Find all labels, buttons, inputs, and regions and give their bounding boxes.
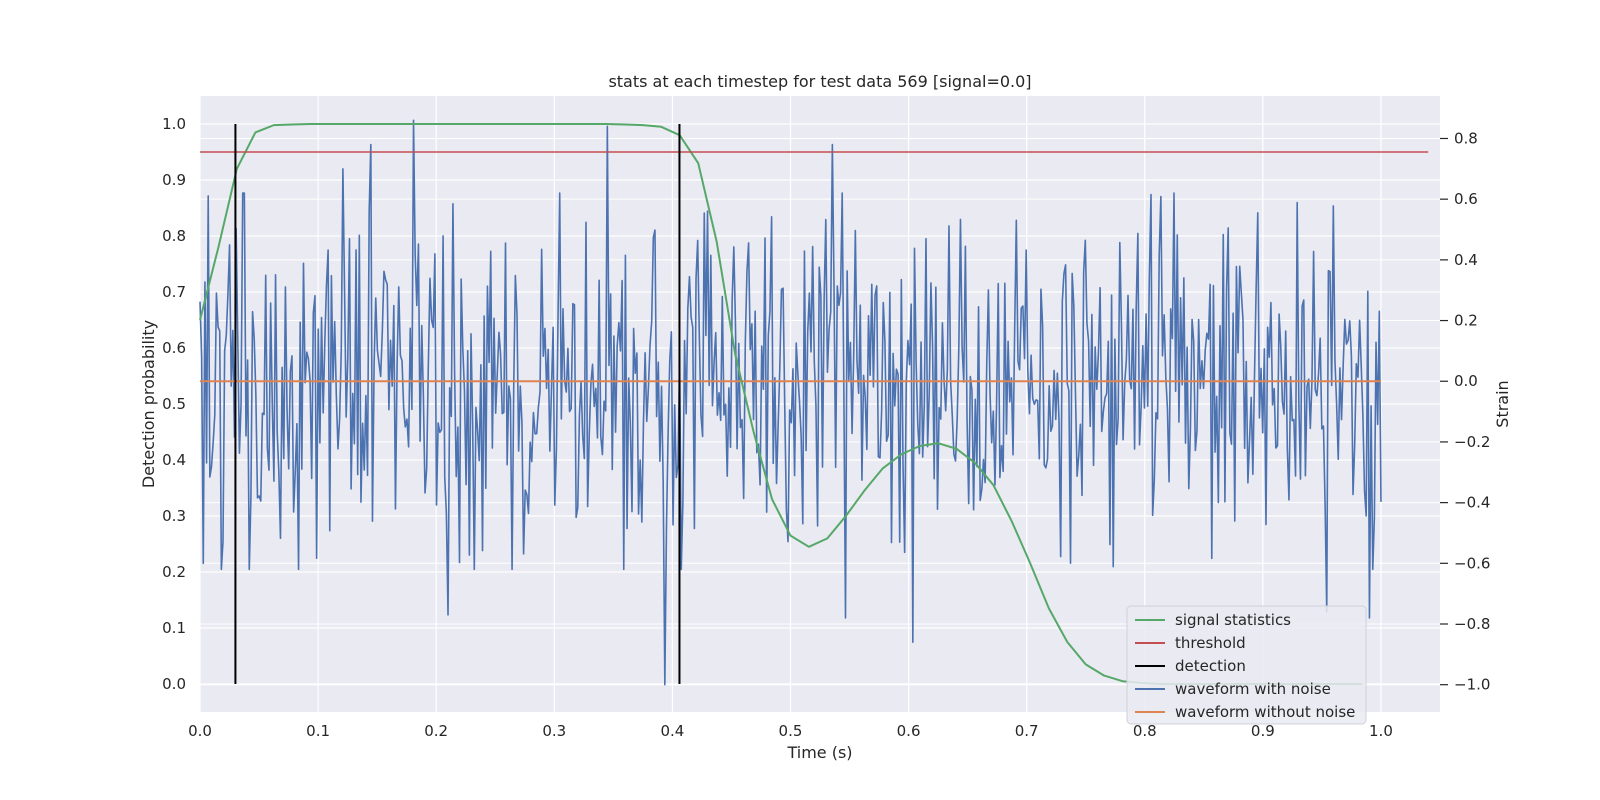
chart-title: stats at each timestep for test data 569…	[608, 72, 1031, 91]
y2-tick-label: −0.4	[1454, 494, 1490, 512]
y2-tick-label: −0.8	[1454, 615, 1490, 633]
y-tick-label: 0.5	[162, 395, 186, 413]
legend: signal statistics threshold detection wavef…	[1126, 605, 1367, 725]
legend-label-signal-statistics: signal statistics	[1175, 611, 1291, 629]
x-tick-label: 0.7	[1015, 722, 1039, 740]
y-tick-label: 0.1	[162, 619, 186, 637]
y2-tick-label: 0.8	[1454, 129, 1478, 147]
series-layer	[199, 119, 1429, 686]
left-axis-ticks: 0.0 0.1 0.2 0.3 0.4 0.5 0.6 0.7 0.8 0.9 1.0	[162, 115, 186, 693]
x-tick-label: 0.6	[897, 722, 921, 740]
x-tick-label: 0.9	[1251, 722, 1275, 740]
series-waveform-with-noise	[199, 119, 1382, 686]
y2-axis-label: Strain	[1493, 380, 1512, 427]
y2-tick-label: 0.6	[1454, 190, 1478, 208]
x-tick-label: 0.4	[660, 722, 684, 740]
y2-tick-label: 0.4	[1454, 251, 1478, 269]
series-signal-statistics	[199, 123, 1363, 685]
y-tick-label: 0.9	[162, 171, 186, 189]
legend-label-threshold: threshold	[1175, 634, 1246, 652]
y-tick-label: 0.4	[162, 451, 186, 469]
y2-tick-label: 0.2	[1454, 312, 1478, 330]
y-tick-label: 1.0	[162, 115, 186, 133]
y-tick-label: 0.7	[162, 283, 186, 301]
y2-tick-label: −0.6	[1454, 554, 1490, 572]
legend-label-waveform-without-noise: waveform without noise	[1175, 703, 1355, 721]
y-tick-label: 0.3	[162, 507, 186, 525]
y-tick-label: 0.6	[162, 339, 186, 357]
legend-label-detection: detection	[1175, 657, 1246, 675]
y-axis-label: Detection probability	[139, 320, 158, 488]
x-tick-label: 0.2	[424, 722, 448, 740]
legend-label-waveform-with-noise: waveform with noise	[1175, 680, 1331, 698]
x-tick-label: 1.0	[1369, 722, 1393, 740]
legend-box	[1126, 605, 1367, 725]
y2-tick-label: −1.0	[1454, 676, 1490, 694]
x-tick-label: 0.1	[306, 722, 330, 740]
x-axis-label: Time (s)	[786, 743, 852, 762]
x-tick-label: 0.5	[779, 722, 803, 740]
x-tick-label: 0.3	[542, 722, 566, 740]
y2-tick-label: −0.2	[1454, 433, 1490, 451]
y2-tick-label: 0.0	[1454, 372, 1478, 390]
right-axis-ticks: 0.8 0.6 0.4 0.2 0.0 −0.2 −0.4 −0.6 −0.8 −1.0	[1440, 129, 1490, 694]
y-tick-label: 0.2	[162, 563, 186, 581]
y-tick-label: 0.8	[162, 227, 186, 245]
x-tick-label: 0.0	[188, 722, 212, 740]
x-tick-label: 0.8	[1133, 722, 1157, 740]
y-tick-label: 0.0	[162, 675, 186, 693]
x-axis-ticks: 0.0 0.1 0.2 0.3 0.4 0.5 0.6 0.7 0.8 0.9 1.0	[188, 722, 1393, 740]
